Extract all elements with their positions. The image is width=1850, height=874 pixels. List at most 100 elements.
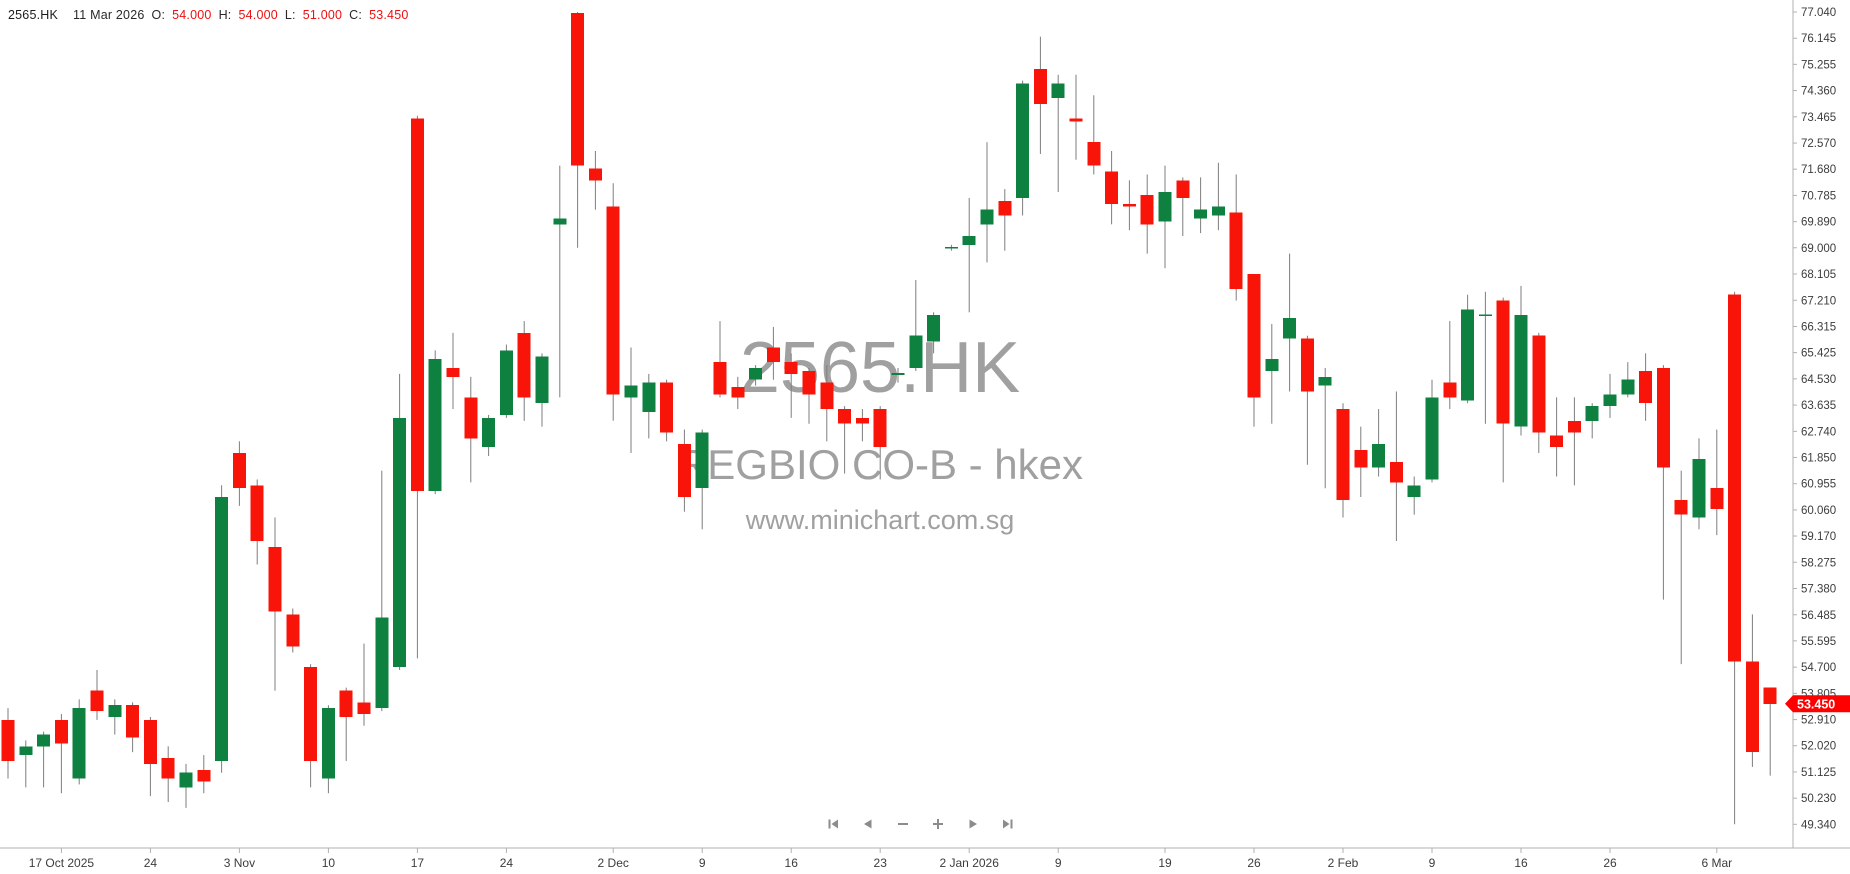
y-tick-label: 72.570 [1801,138,1836,150]
step-forward-icon [969,819,977,829]
step-back-button[interactable] [855,812,881,836]
candle-body [606,206,620,395]
ohlc-header: 2565.HK 11 Mar 2026 O: 54.000 H: 54.000 … [8,8,409,22]
step-back-icon [864,819,872,829]
candle-body [1514,315,1528,427]
candle-body [72,708,86,779]
last-price-tag-value: 53.450 [1797,697,1835,711]
candle-body [1763,687,1777,704]
candle-body [1585,406,1599,421]
y-tick-label: 64.530 [1801,374,1836,386]
candle-body [357,702,371,715]
zoom-out-button[interactable] [890,812,916,836]
y-tick-label: 75.255 [1801,59,1836,71]
candle-body [1407,485,1421,498]
x-tick-label: 2 Dec [598,856,629,870]
candle-body [1728,294,1742,662]
candle-body [1087,142,1101,166]
x-tick-label: 24 [144,856,158,870]
x-tick-label: 2 Feb [1328,856,1359,870]
step-forward-button[interactable] [960,812,986,836]
candle-body [677,444,691,498]
y-tick-label: 69.890 [1801,217,1836,229]
y-tick-label: 57.380 [1801,584,1836,596]
y-tick-label: 74.360 [1801,86,1836,98]
chart-nav-toolbar [820,812,1021,836]
candle-body [1,719,15,761]
candle-body [1158,192,1172,222]
candle-body [1496,300,1510,424]
y-tick-label: 55.595 [1801,636,1836,648]
candle-body [1354,450,1368,468]
zoom-out-icon [898,823,908,825]
x-tick-label: 9 [1055,856,1062,870]
candle-body [1443,382,1457,398]
candle-body [410,118,424,492]
candle-body [1122,203,1136,207]
x-tick-label: 19 [1158,856,1172,870]
candle-body [321,708,335,779]
candle-body [393,417,407,668]
candle-body [375,617,389,709]
candle-body [161,758,175,779]
y-tick-label: 52.910 [1801,715,1836,727]
x-tick-label: 26 [1603,856,1617,870]
candle-body [1069,118,1083,122]
y-tick-label: 60.955 [1801,479,1836,491]
low-label: L: [284,8,296,22]
y-tick-label: 59.170 [1801,531,1836,543]
candle-body [909,335,923,369]
candle-body [713,362,727,395]
candle-body [250,485,264,542]
y-tick-label: 63.635 [1801,400,1836,412]
x-tick-label: 10 [322,856,336,870]
candle-body [1389,461,1403,483]
candle-body [1247,274,1261,398]
candle-body [1567,420,1581,433]
candle-body [464,397,478,439]
candle-body [1674,499,1688,515]
candle-body [1300,338,1314,392]
skip-to-end-button[interactable] [995,812,1021,836]
x-tick-label: 3 Nov [224,856,255,870]
candle-body [1105,171,1119,204]
y-tick-label: 71.680 [1801,164,1836,176]
candle-body [962,236,976,245]
candle-body [143,719,157,764]
candle-body [891,372,905,375]
candle-body [802,370,816,395]
candle-body [19,746,33,756]
last-price-tag [1785,695,1850,713]
x-tick-label: 16 [1514,856,1528,870]
candle-body [1372,444,1386,468]
skip-to-start-button[interactable] [820,812,846,836]
candle-body [482,417,496,448]
skip-to-end-icon [1003,819,1013,829]
y-tick-label: 58.275 [1801,557,1836,569]
x-tick-label: 9 [1429,856,1436,870]
candle-body [980,209,994,225]
candle-body [1656,368,1670,468]
candle-body [944,246,958,249]
candle-body [1532,335,1546,433]
candle-body [695,432,709,489]
y-tick-label: 60.060 [1801,505,1836,517]
y-tick-label: 68.105 [1801,269,1836,281]
candle-body [766,347,780,363]
y-tick-label: 70.785 [1801,190,1836,202]
x-tick-label: 17 Oct 2025 [29,856,95,870]
high-label: H: [218,8,232,22]
y-tick-label: 66.315 [1801,322,1836,334]
candle-body [873,409,887,448]
candle-body [339,690,353,717]
candle-body [1016,83,1030,198]
zoom-in-icon [933,819,943,829]
candle-body [1283,318,1297,339]
candle-body [517,332,531,398]
zoom-in-button[interactable] [925,812,951,836]
candle-body [1211,206,1225,216]
candle-body [54,719,68,744]
x-tick-label: 23 [874,856,888,870]
